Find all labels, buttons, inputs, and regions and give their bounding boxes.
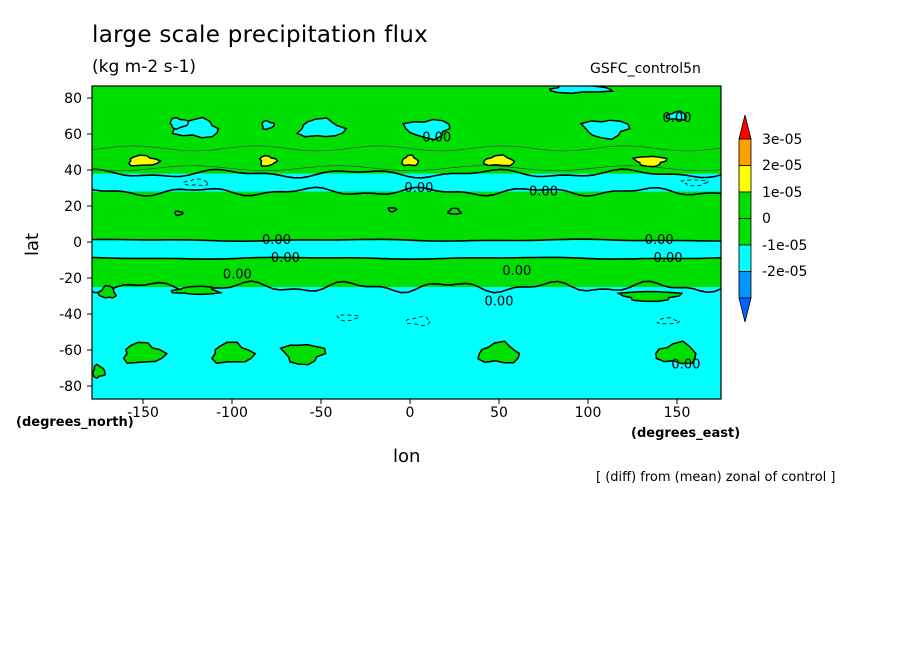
pos-max-3 bbox=[482, 154, 516, 167]
small-island-0 bbox=[174, 210, 184, 217]
x-tick-label-0: -150 bbox=[127, 405, 159, 421]
contour-thin-41 bbox=[92, 165, 721, 172]
colorbar-seg-0 bbox=[738, 138, 752, 166]
y-tick-label-6: -40 bbox=[59, 307, 82, 323]
colorbar-label-4: -1e-05 bbox=[762, 238, 807, 254]
colorbar-seg-3 bbox=[738, 218, 752, 246]
colorbar-label-5: -2e-05 bbox=[762, 264, 807, 280]
y-axis-title: lat bbox=[22, 232, 43, 256]
y-tick-label-0: 80 bbox=[64, 91, 82, 107]
x-tick-label-2: -50 bbox=[310, 405, 333, 421]
pos-patch-s-d bbox=[92, 363, 106, 379]
contour-label-6: 0.00 bbox=[654, 251, 683, 266]
contour-label-7: 0.00 bbox=[223, 267, 252, 282]
x-axis-title: lon bbox=[393, 446, 421, 467]
contour-label-10: 0.00 bbox=[663, 111, 692, 126]
field-band-5 bbox=[92, 240, 721, 259]
y-tick-label-8: -80 bbox=[59, 379, 82, 395]
contour-label-3: 0.00 bbox=[262, 233, 291, 248]
neg-patch-n-c bbox=[548, 86, 615, 94]
x-unit-label: (degrees_east) bbox=[631, 426, 741, 441]
neg-dash-1 bbox=[336, 314, 360, 322]
contour-label-0: 0.00 bbox=[422, 131, 451, 146]
pos-patch-s-a bbox=[97, 284, 118, 299]
neg-patch-n-2 bbox=[402, 118, 451, 141]
pos-patch-s-3 bbox=[477, 340, 521, 364]
pos-max-4 bbox=[631, 155, 668, 168]
pos-patch-s-0 bbox=[122, 341, 169, 365]
x-tick-label-6: 150 bbox=[664, 405, 691, 421]
field-band-4 bbox=[92, 191, 721, 241]
field-band-3 bbox=[92, 173, 721, 193]
y-unit-label: (degrees_north) bbox=[16, 415, 134, 430]
neg-dash-2 bbox=[656, 317, 681, 325]
contour-line-38 bbox=[92, 168, 721, 179]
colorbar: 3e-05 2e-05 1e-05 0 -1e-05 -2e-05 bbox=[738, 114, 807, 323]
pos-max-2 bbox=[400, 154, 420, 167]
colorbar-seg-5 bbox=[738, 271, 752, 299]
contour-label-11: 0.00 bbox=[671, 357, 700, 372]
y-axis: 80 60 40 20 0 -20 -40 -60 -80 bbox=[59, 91, 92, 395]
x-tick-label-5: 100 bbox=[575, 405, 602, 421]
y-tick-label-2: 40 bbox=[64, 163, 82, 179]
neg-patch-n-d bbox=[665, 110, 688, 121]
small-island-1 bbox=[387, 206, 399, 213]
colorbar-label-1: 2e-05 bbox=[762, 158, 802, 174]
pos-patch-s-2 bbox=[279, 343, 327, 366]
pos-max-0 bbox=[127, 154, 163, 167]
contour-label-1: 0.00 bbox=[404, 181, 433, 196]
diff-note: [ (diff) from (mean) zonal of control ] bbox=[596, 470, 836, 485]
contour-line-s9 bbox=[92, 256, 721, 260]
neg-patch-n-b bbox=[261, 119, 276, 131]
contour-field bbox=[92, 86, 721, 399]
contour-line-eq bbox=[92, 238, 721, 242]
pos-patch-s-b bbox=[170, 285, 224, 296]
contour-label-8: 0.00 bbox=[502, 264, 531, 279]
small-island-2 bbox=[446, 207, 463, 215]
y-tick-label-1: 60 bbox=[64, 127, 82, 143]
pos-max-1 bbox=[258, 154, 279, 167]
colorbar-label-3: 0 bbox=[762, 211, 771, 227]
x-tick-label-3: 0 bbox=[406, 405, 415, 421]
contour-label-4: 0.00 bbox=[645, 233, 674, 248]
colorbar-bottom-arrow bbox=[738, 297, 752, 323]
contour-label-2: 0.00 bbox=[529, 185, 558, 200]
colorbar-seg-4 bbox=[738, 244, 752, 272]
pos-patch-s-1 bbox=[210, 341, 257, 365]
colorbar-top-arrow bbox=[738, 114, 752, 140]
colorbar-label-0: 3e-05 bbox=[762, 132, 802, 148]
colorbar-seg-2 bbox=[738, 191, 752, 219]
contour-line-28 bbox=[92, 186, 721, 197]
pos-patch-s-c bbox=[616, 290, 684, 303]
contour-label-5: 0.00 bbox=[271, 251, 300, 266]
x-axis: -150 -100 -50 0 50 100 150 bbox=[127, 399, 690, 421]
y-tick-label-3: 20 bbox=[64, 199, 82, 215]
contour-labels: 0.00 0.00 0.00 0.00 0.00 0.00 0.00 0.00 0.00 0.00… bbox=[223, 111, 701, 373]
contour-label-9: 0.00 bbox=[485, 294, 514, 309]
x-tick-label-1: -100 bbox=[216, 405, 248, 421]
run-label: GSFC_control5n bbox=[590, 61, 701, 77]
x-tick-label-4: 50 bbox=[490, 405, 508, 421]
pos-patch-s-4 bbox=[655, 340, 697, 365]
y-tick-label-7: -60 bbox=[59, 343, 82, 359]
y-tick-label-4: 0 bbox=[73, 235, 82, 251]
field-band-0 bbox=[92, 86, 721, 121]
field-band-6 bbox=[92, 258, 721, 288]
contour-thin-52 bbox=[92, 145, 721, 152]
chart-units: (kg m-2 s-1) bbox=[92, 57, 197, 77]
colorbar-seg-1 bbox=[738, 165, 752, 193]
y-tick-label-5: -20 bbox=[59, 271, 82, 287]
neg-patch-n-1 bbox=[295, 117, 348, 138]
chart-title: large scale precipitation flux bbox=[92, 22, 429, 48]
neg-dash-4 bbox=[680, 179, 710, 187]
neg-patch-n-3 bbox=[579, 119, 631, 141]
neg-patch-n-a bbox=[169, 116, 189, 131]
colorbar-label-2: 1e-05 bbox=[762, 185, 802, 201]
field-band-7 bbox=[92, 287, 721, 399]
